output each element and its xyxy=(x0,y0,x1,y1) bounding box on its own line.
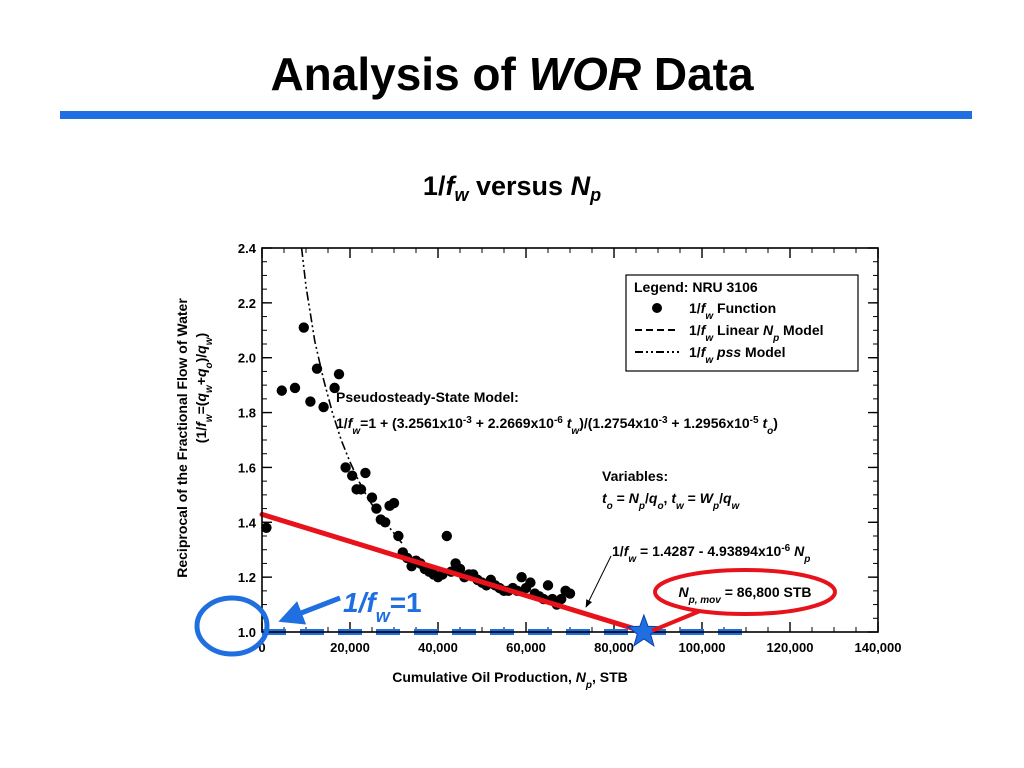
y-tick-label: 1.6 xyxy=(238,460,256,475)
red-linear-fit xyxy=(259,511,648,635)
y-tick-label: 1.4 xyxy=(238,515,257,530)
y-tick-label: 2.0 xyxy=(238,351,256,366)
legend-box xyxy=(625,274,859,372)
data-points xyxy=(261,322,576,610)
title-post: Data xyxy=(653,48,754,100)
subtitle-n-sub: p xyxy=(590,185,602,205)
data-point xyxy=(318,401,329,413)
pss-equation: 1/fw​=1 + (3.2561x10-3​ + 2.2669x10-6​ t… xyxy=(336,415,778,437)
y-axis-label-line1: Reciprocal of the Fractional Flow of Wat… xyxy=(174,298,190,578)
data-point xyxy=(542,580,554,591)
annotations: Np, mov​ = 86,800 STB 1/fw=1 Pseudosteady-… xyxy=(194,389,837,657)
npmov-oval xyxy=(653,568,837,616)
fw1-label: 1/fw=1 xyxy=(343,587,422,626)
subtitle-mid: versus xyxy=(475,171,564,201)
linear-equation: 1/fw​ = 1.4287 - 4.93894x10-6​ Np​ xyxy=(612,543,810,565)
data-point xyxy=(276,385,287,396)
slide-title: Analysis of WOR Data xyxy=(0,44,1024,104)
data-point xyxy=(329,382,340,394)
data-point xyxy=(441,530,452,542)
x-tick-label: 140,000 xyxy=(855,640,902,655)
y-tick-label: 1.0 xyxy=(238,625,256,640)
legend-entry-1: 1/fw​ Function xyxy=(689,300,776,322)
data-point xyxy=(556,593,567,605)
data-point xyxy=(355,484,367,495)
red-fit-line xyxy=(259,511,648,635)
y-tick-label: 1.2 xyxy=(238,570,256,585)
x-tick-label: 40,000 xyxy=(418,640,458,655)
y-tick-label: 2.4 xyxy=(238,241,257,256)
data-point xyxy=(311,363,323,374)
x-tick-label: 0 xyxy=(258,640,265,655)
npmov-pointer xyxy=(651,609,702,632)
data-point xyxy=(298,322,309,333)
intercept-star-icon xyxy=(626,613,662,647)
data-point xyxy=(305,396,316,407)
y-tick-label: 2.2 xyxy=(238,296,256,311)
data-point xyxy=(360,467,371,479)
subtitle-n: N xyxy=(570,171,591,201)
x-tick-label: 120,000 xyxy=(767,640,814,655)
data-point xyxy=(340,462,351,473)
data-point xyxy=(347,470,358,481)
data-point xyxy=(454,563,466,575)
fw1-circle xyxy=(194,595,270,657)
data-point xyxy=(366,492,378,503)
subtitle-f: f xyxy=(445,171,455,201)
data-point xyxy=(333,368,345,380)
variables-title: Variables: xyxy=(602,468,668,484)
y-tick-label: 1.8 xyxy=(238,406,256,421)
data-point xyxy=(525,577,536,588)
title-pre: Analysis of xyxy=(270,48,516,100)
legend-entry-2: 1/fw​ Linear Np​ Model xyxy=(689,322,824,344)
legend-entry-3: 1/fw​ pss Model xyxy=(689,344,786,366)
data-point xyxy=(388,497,400,509)
subtitle-f-sub: w xyxy=(454,185,469,205)
title-em: WOR xyxy=(528,48,642,100)
data-point xyxy=(564,588,576,599)
legend-title: Legend: NRU 3106 xyxy=(634,279,758,295)
variables-line: to​ = Np​/qo​, tw​ = Wp​/qw​ xyxy=(602,490,741,512)
chart-subtitle: 1/fw versus Np xyxy=(0,168,1024,213)
npmov-label: Np, mov​ = 86,800 STB xyxy=(678,584,811,606)
subtitle-pre: 1/ xyxy=(422,171,446,201)
x-tick-label: 20,000 xyxy=(330,640,370,655)
data-point xyxy=(516,571,527,583)
linear-eq-arrow xyxy=(585,555,612,608)
x-tick-label: 100,000 xyxy=(679,640,726,655)
data-point xyxy=(289,382,301,394)
data-point xyxy=(371,503,382,514)
x-tick-label: 60,000 xyxy=(506,640,546,655)
data-point xyxy=(261,522,272,533)
plot-frame xyxy=(261,247,879,633)
data-point xyxy=(393,530,404,542)
y-axis-label-line2: (1/fw​=(qw​+qo​)/qw​) xyxy=(193,333,215,443)
fw1-arrow xyxy=(278,595,341,625)
data-point xyxy=(380,517,391,528)
x-axis-label: Cumulative Oil Production, Np, STB xyxy=(392,669,628,691)
axis-labels: Cumulative Oil Production, Np, STB Recipr… xyxy=(174,298,628,691)
legend-dot-marker xyxy=(652,303,662,313)
pss-title: Pseudosteady-State Model: xyxy=(336,389,519,405)
tick-labels: 0 20,000 40,000 60,000 80,000 100,000 120,000 1… xyxy=(238,241,902,655)
x-tick-label: 80,000 xyxy=(594,640,634,655)
title-rule xyxy=(60,111,972,119)
